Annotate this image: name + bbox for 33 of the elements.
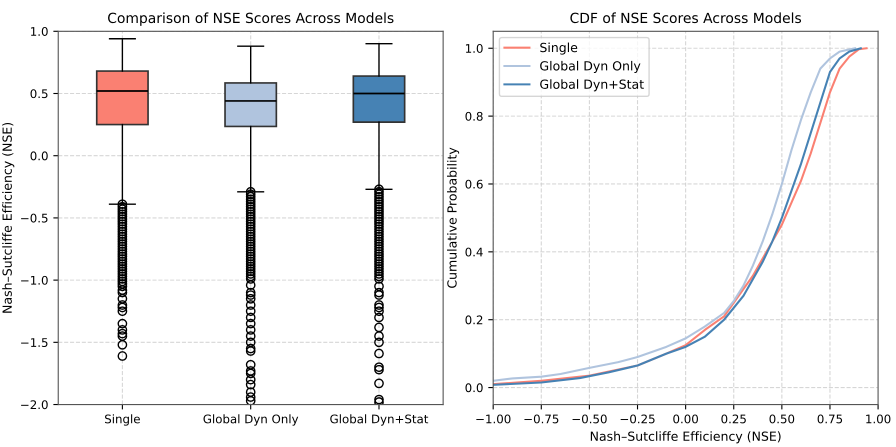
y-tick-label: 0.5 xyxy=(30,89,48,98)
x-tick-label: −0.50 xyxy=(572,414,607,424)
y-tick-label: −0.5 xyxy=(21,214,48,223)
x-tick-label: −0.75 xyxy=(524,414,558,424)
y-tick-label: 0.4 xyxy=(465,248,483,256)
y-tick-label: −1.5 xyxy=(21,338,48,347)
y-tick-label: 0.0 xyxy=(465,383,483,392)
y-tick-label: 0.8 xyxy=(465,112,483,121)
x-tick-label: 0.75 xyxy=(818,414,842,424)
y-tick-label: −1.0 xyxy=(21,276,48,285)
y-axis-title: Cumulative Probability xyxy=(447,148,460,288)
legend-label: Global Dyn Only xyxy=(540,60,640,73)
x-tick-label: −0.25 xyxy=(620,414,655,424)
y-tick-label: 1.0 xyxy=(31,27,48,36)
x-tick-label: 0.25 xyxy=(721,414,746,424)
y-tick-label: 0.0 xyxy=(30,151,48,160)
legend-label: Single xyxy=(540,42,578,55)
x-tick-label: Global Dyn Only xyxy=(203,414,298,426)
y-tick-label: 0.2 xyxy=(465,315,482,324)
x-tick-label: −1.00 xyxy=(476,414,510,424)
y-tick-label: −2.0 xyxy=(21,400,48,410)
x-tick-label: 1.00 xyxy=(866,414,890,424)
y-axis-title: Nash–Sutcliffe Efficiency (NSE) xyxy=(2,122,14,313)
y-tick-label: 1.0 xyxy=(466,44,483,53)
legend-label: Global Dyn+Stat xyxy=(540,79,644,92)
x-tick-label: Global Dyn+Stat xyxy=(330,414,428,426)
y-tick-label: 0.6 xyxy=(465,180,483,189)
x-tick-label: Single xyxy=(105,414,140,426)
chart-title: Comparison of NSE Scores Across Models xyxy=(108,12,394,26)
x-axis-title: Nash–Sutcliffe Efficiency (NSE) xyxy=(590,431,781,444)
chart-title: CDF of NSE Scores Across Models xyxy=(570,12,802,24)
x-tick-label: 0.50 xyxy=(769,414,794,424)
x-tick-label: 0.00 xyxy=(673,414,698,424)
